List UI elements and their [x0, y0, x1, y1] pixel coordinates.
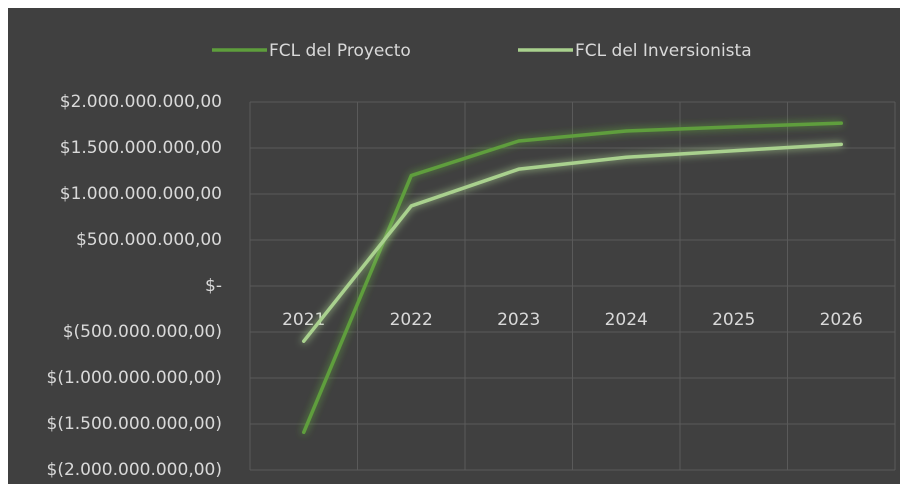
legend-label: FCL del Proyecto — [269, 41, 411, 61]
y-tick-label: $(1.500.000.000,00) — [47, 414, 223, 434]
y-tick-label: $(2.000.000.000,00) — [47, 460, 223, 480]
x-tick-label: 2024 — [605, 310, 648, 330]
chart-background — [8, 8, 900, 484]
y-tick-label: $1.500.000.000,00 — [60, 138, 222, 158]
y-tick-label: $2.000.000.000,00 — [60, 92, 222, 112]
y-tick-label: $- — [205, 276, 222, 296]
x-tick-label: 2026 — [820, 310, 863, 330]
legend-label: FCL del Inversionista — [575, 41, 752, 61]
y-tick-label: $1.000.000.000,00 — [60, 184, 222, 204]
series-line — [302, 142, 843, 343]
x-tick-label: 2022 — [390, 310, 433, 330]
x-tick-label: 2025 — [712, 310, 755, 330]
y-tick-label: $(500.000.000,00) — [63, 322, 222, 342]
series-line — [302, 121, 843, 435]
x-tick-label: 2023 — [497, 310, 540, 330]
y-tick-label: $(1.000.000.000,00) — [47, 368, 223, 388]
y-tick-label: $500.000.000,00 — [76, 230, 222, 250]
